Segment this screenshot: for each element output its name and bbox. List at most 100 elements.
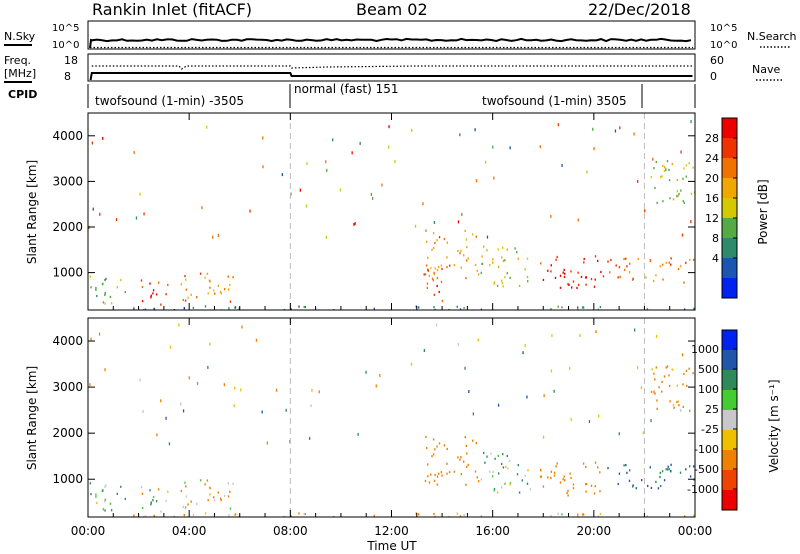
power-ylabel: Slant Range [km] <box>25 160 39 264</box>
echo-cell <box>434 515 436 517</box>
echo-cell <box>426 240 428 243</box>
velocity-colorbar-swatch <box>722 490 737 511</box>
echo-cell <box>460 473 462 476</box>
echo-cell <box>141 285 144 289</box>
power-ytick-label: 4000 <box>52 129 83 143</box>
echo-cell <box>446 241 448 244</box>
echo-cell <box>550 308 552 310</box>
echo-cell <box>526 395 528 399</box>
echo-cell <box>610 258 612 262</box>
echo-cell <box>325 160 327 164</box>
power-panel: 4000 3000 2000 1000 Slant Range [km] 28 24 20… <box>25 112 770 311</box>
echo-cell <box>199 479 202 482</box>
echo-cell <box>539 475 542 478</box>
echo-cell <box>461 213 463 216</box>
echo-cell <box>553 471 556 474</box>
noise-left-tick-top: 10^5 <box>52 23 79 34</box>
echo-cell <box>180 283 183 286</box>
echo-cell <box>480 515 483 517</box>
echo-cell <box>440 471 443 474</box>
echo-cell <box>192 513 195 516</box>
echo-cell <box>229 490 231 493</box>
echo-cell <box>668 179 671 182</box>
echo-cell <box>626 265 628 268</box>
echo-cell <box>160 399 162 403</box>
echo-cell <box>104 368 106 372</box>
echo-cell <box>483 451 485 455</box>
echo-cell <box>388 145 390 149</box>
echo-cell <box>422 202 424 206</box>
echo-cell <box>116 286 118 289</box>
velocity-ytick-label: 1000 <box>52 472 83 486</box>
echo-cell <box>663 169 666 172</box>
echo-cell <box>227 275 229 278</box>
echo-cell <box>201 206 203 210</box>
velocity-colorbar-tick: -25 <box>701 423 719 436</box>
echo-cell <box>678 404 680 407</box>
echo-cell <box>436 483 439 486</box>
echo-cell <box>654 392 656 395</box>
power-colorbar-swatch <box>722 138 737 159</box>
echo-cell <box>465 444 467 447</box>
velocity-colorbar-swatch <box>722 370 737 391</box>
power-colorbar-swatch <box>722 118 737 139</box>
echo-cell <box>663 479 666 482</box>
echo-cell <box>680 189 682 192</box>
echo-cell <box>249 209 251 213</box>
echo-cell <box>676 384 678 387</box>
echo-cell <box>553 389 555 393</box>
echo-cell <box>466 246 468 249</box>
echo-cell <box>182 505 184 508</box>
echo-cell <box>692 372 694 375</box>
echo-cell <box>110 302 113 305</box>
echo-cell <box>618 432 620 436</box>
echo-cell <box>668 384 671 387</box>
echo-cell <box>483 245 485 248</box>
echo-cell <box>485 160 487 164</box>
echo-cell <box>661 380 663 384</box>
echo-cell <box>673 406 675 409</box>
echo-cell <box>685 468 687 471</box>
echo-cell <box>592 127 594 131</box>
echo-cell <box>437 472 440 475</box>
echo-cell <box>436 239 438 242</box>
echo-cell <box>432 246 435 250</box>
echo-cell <box>169 345 172 349</box>
echo-cell <box>443 238 446 241</box>
echo-cell <box>213 496 215 499</box>
echo-cell <box>666 468 669 471</box>
echo-cell <box>428 481 431 484</box>
echo-cell <box>689 475 692 478</box>
echo-cell <box>457 220 460 224</box>
power-colorbar-swatch <box>722 178 737 199</box>
echo-cell <box>586 170 588 174</box>
echo-cell <box>496 491 499 494</box>
power-frame <box>87 112 696 311</box>
echo-cell <box>143 212 145 216</box>
echo-cell <box>496 284 499 287</box>
echo-cell <box>120 485 122 488</box>
echo-cell <box>156 433 158 437</box>
echo-cell <box>232 482 234 485</box>
freq-right-tick-top: 60 <box>710 54 724 67</box>
echo-cell <box>185 495 188 498</box>
echo-cell <box>465 465 468 469</box>
velocity-colorbar-swatch <box>722 450 737 471</box>
echo-cell <box>379 374 381 378</box>
power-colorbar-label: Power [dB] <box>756 179 770 244</box>
echo-cell <box>153 515 156 517</box>
echo-cell <box>662 200 664 203</box>
echo-cell <box>90 337 92 341</box>
echo-cell <box>484 461 486 464</box>
echo-cell <box>529 488 532 491</box>
echo-cell <box>542 278 545 281</box>
echo-cell <box>623 268 626 271</box>
echo-cell <box>474 128 476 132</box>
power-colorbar-tick: 28 <box>705 132 719 145</box>
echo-cell <box>411 128 413 132</box>
echo-cell <box>625 464 627 467</box>
echo-cell <box>688 162 690 165</box>
echo-cell <box>527 469 529 472</box>
echo-cell <box>671 368 673 371</box>
